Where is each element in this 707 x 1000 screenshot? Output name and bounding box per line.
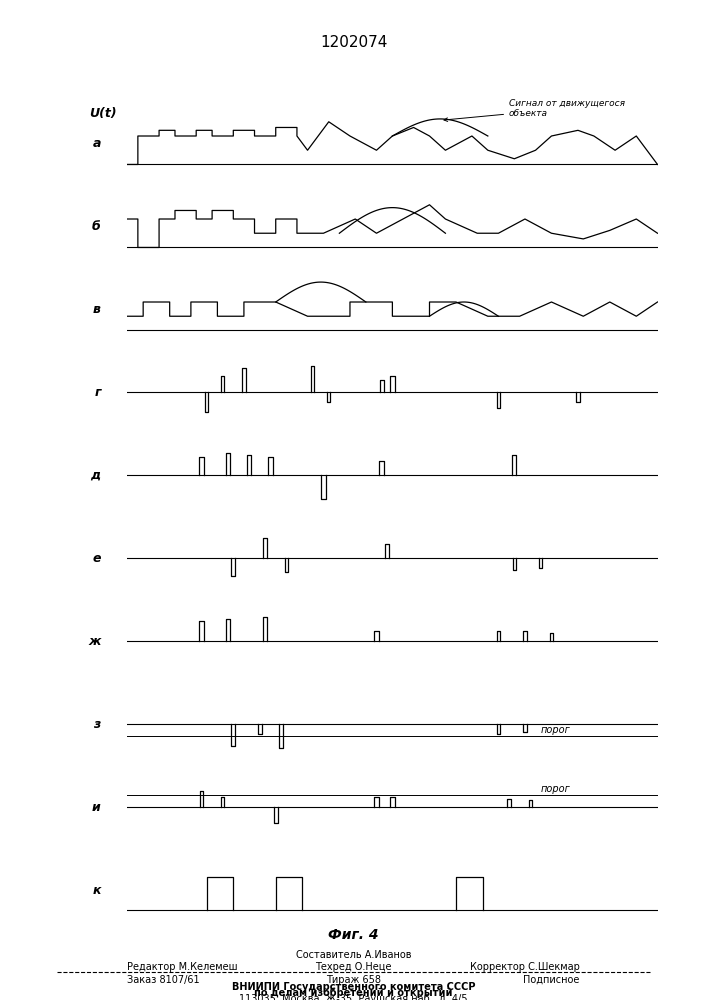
Text: Сигнал от движущегося
объекта: Сигнал от движущегося объекта <box>444 99 625 121</box>
Text: Корректор С.Шекмар: Корректор С.Шекмар <box>470 962 580 972</box>
Text: 1202074: 1202074 <box>320 35 387 50</box>
Text: а: а <box>93 137 100 150</box>
Text: и: и <box>92 801 100 814</box>
Text: к: к <box>92 884 100 897</box>
Text: д: д <box>90 469 100 482</box>
Text: в: в <box>93 303 100 316</box>
Text: порог: порог <box>541 725 571 735</box>
Text: ж: ж <box>88 635 100 648</box>
Text: Фиг. 4: Фиг. 4 <box>328 928 379 942</box>
Text: Заказ 8107/61: Заказ 8107/61 <box>127 975 200 985</box>
Text: 113035, Москва, Ж-35, Раушская наб., д. 4/5: 113035, Москва, Ж-35, Раушская наб., д. … <box>239 994 468 1000</box>
Text: г: г <box>94 386 100 399</box>
Text: порог: порог <box>541 784 571 794</box>
Text: б: б <box>92 220 100 233</box>
Text: Редактор М.Келемеш: Редактор М.Келемеш <box>127 962 238 972</box>
Text: Составитель А.Иванов: Составитель А.Иванов <box>296 950 411 960</box>
Text: Техред О.Неце: Техред О.Неце <box>315 962 392 972</box>
Text: е: е <box>92 552 100 565</box>
Text: ВНИИПИ Государственного комитета СССР: ВНИИПИ Государственного комитета СССР <box>232 982 475 992</box>
Text: U(t): U(t) <box>89 107 117 120</box>
Text: по делам изобретений и открытий: по делам изобретений и открытий <box>255 988 452 998</box>
Text: Подписное: Подписное <box>523 975 580 985</box>
Text: з: з <box>93 718 100 731</box>
Text: Тираж 658: Тираж 658 <box>326 975 381 985</box>
